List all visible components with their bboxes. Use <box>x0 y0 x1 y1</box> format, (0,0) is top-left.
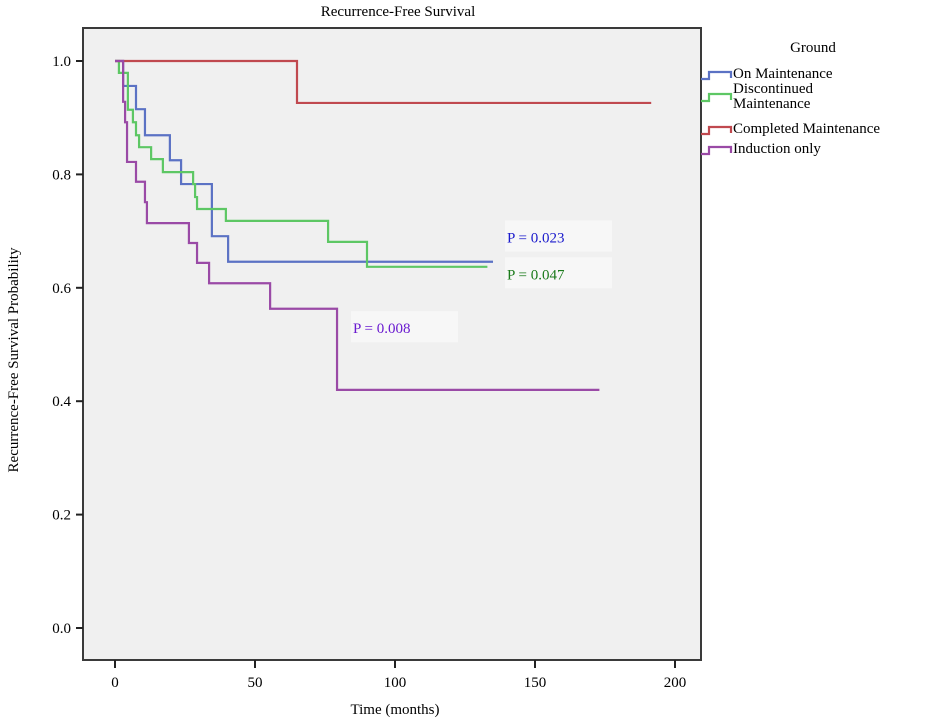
legend-label: On Maintenance <box>733 66 833 82</box>
y-axis: 0.0 0.2 0.4 0.6 0.8 1.0 <box>52 54 83 637</box>
y-tick-label: 0.4 <box>52 394 71 410</box>
series-layer <box>115 59 652 391</box>
series-line-discontinued-maintenance <box>115 59 488 268</box>
x-axis-label: Time (months) <box>350 702 439 718</box>
x-tick-label: 200 <box>664 675 687 691</box>
legend-swatch <box>701 145 733 156</box>
series-line-on-maintenance <box>115 59 493 263</box>
x-tick-label: 100 <box>384 675 407 691</box>
series-line-completed-maintenance <box>115 59 652 105</box>
legend: Ground On MaintenanceDiscontinuedMainten… <box>701 40 880 157</box>
legend-swatch <box>701 125 733 136</box>
x-tick-label: 0 <box>111 675 119 691</box>
y-tick-label: 0.8 <box>52 167 71 183</box>
x-tick-label: 50 <box>248 675 263 691</box>
legend-label: Discontinued <box>733 81 813 97</box>
p-value-annotation: P = 0.047 <box>507 267 565 283</box>
legend-label: Maintenance <box>733 96 811 112</box>
p-value-annotation: P = 0.023 <box>507 230 565 246</box>
legend-swatch <box>701 92 733 103</box>
y-axis-label: Recurrence-Free Survival Probability <box>6 247 22 472</box>
series-line-induction-only <box>115 59 600 391</box>
legend-label: Induction only <box>733 141 821 157</box>
annotation-layer: P = 0.023 P = 0.047 P = 0.008 <box>351 220 612 343</box>
x-tick-label: 150 <box>524 675 547 691</box>
y-tick-label: 0.2 <box>52 508 71 524</box>
legend-swatch <box>701 70 733 81</box>
annotation-box <box>505 220 612 252</box>
y-tick-label: 1.0 <box>52 54 71 70</box>
annotation-box <box>351 311 458 343</box>
p-value-annotation: P = 0.008 <box>353 321 411 337</box>
y-tick-label: 0.6 <box>52 281 71 297</box>
x-axis: 0 50 100 150 200 <box>111 660 686 691</box>
y-tick-label: 0.0 <box>52 621 71 637</box>
chart-title: Recurrence-Free Survival <box>321 4 476 20</box>
plot-area <box>82 27 702 661</box>
legend-title: Ground <box>790 40 836 56</box>
legend-label: Completed Maintenance <box>733 121 880 137</box>
annotation-box <box>505 257 612 289</box>
